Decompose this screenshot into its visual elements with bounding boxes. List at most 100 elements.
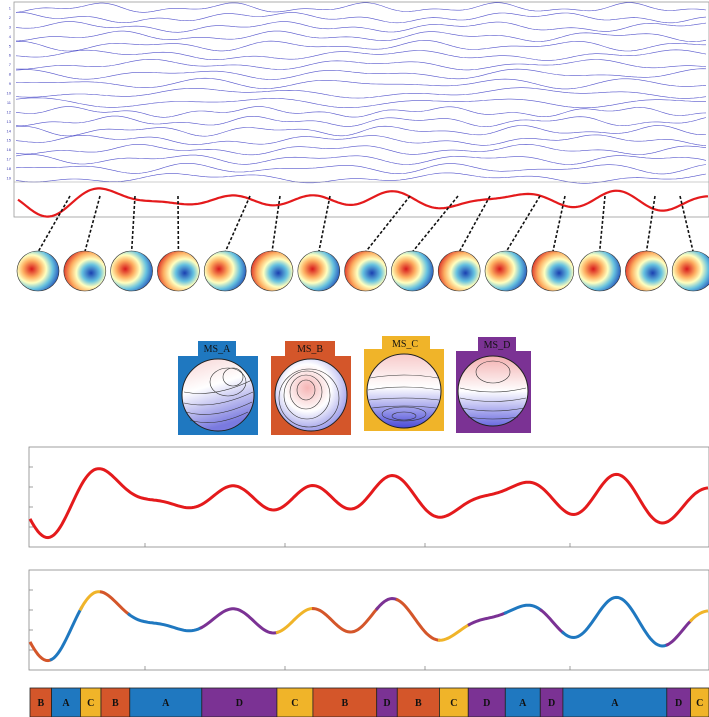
peak-connector	[271, 195, 281, 253]
template-ms-b-map	[274, 358, 348, 432]
topomap	[110, 250, 153, 292]
sequence-segment-label: D	[383, 698, 390, 709]
template-ms-a-label: MS_A	[204, 344, 231, 355]
sequence-segment: D	[539, 687, 564, 717]
eeg-channel-label: 18	[7, 166, 12, 171]
topomap-head	[16, 250, 60, 292]
sequence-segment: C	[276, 687, 314, 717]
eeg-channel-trace	[15, 11, 707, 24]
topomap-head	[110, 250, 153, 292]
eeg-channel-trace	[15, 2, 707, 13]
eeg-channel-label: 8	[9, 72, 12, 77]
topomap-head	[63, 250, 107, 292]
eeg-channel-trace	[15, 68, 707, 80]
eeg-channel-label: 16	[7, 147, 12, 152]
topomap-head	[203, 250, 247, 292]
topomap-head	[531, 250, 575, 292]
segment-line	[539, 608, 565, 635]
eeg-channel-label: 3	[9, 24, 12, 29]
template-ms-b-label: MS_B	[297, 344, 323, 355]
eeg-channel-label: 9	[9, 81, 12, 86]
topomap	[437, 250, 481, 292]
gfp-small-trace	[17, 187, 709, 218]
eeg-channel-label: 15	[7, 138, 12, 143]
sequence-segment: D	[666, 687, 691, 717]
peak-connector	[505, 195, 541, 253]
peak-connector	[130, 195, 136, 253]
segmented-panel-ticks	[29, 589, 571, 670]
topomap	[578, 250, 621, 292]
eeg-channel-label: 14	[7, 128, 12, 133]
topomap-head	[578, 250, 621, 292]
topomap	[16, 250, 60, 292]
gfp-small-line	[17, 187, 709, 218]
peak-connector	[411, 195, 459, 253]
sequence-segment: B	[29, 687, 53, 717]
eeg-channel-label: 1	[9, 6, 12, 11]
eeg-channel-label: 10	[7, 91, 12, 96]
segmented-gfp-panel	[28, 569, 709, 671]
eeg-channel-trace	[15, 143, 707, 156]
sequence-segment-block	[51, 687, 81, 717]
sequence-segment-block	[100, 687, 131, 717]
sequence-segment-label: B	[37, 698, 44, 709]
peak-connector	[458, 195, 491, 253]
sequence-segment-label: A	[519, 698, 527, 709]
eeg-channel-label: 19	[7, 176, 12, 181]
sequence-segment: D	[467, 687, 506, 717]
template-ms-c-label: MS_C	[392, 339, 418, 350]
topomap-head	[437, 250, 481, 292]
topomap-head	[484, 250, 528, 292]
template-ms-d-tab	[478, 337, 516, 352]
template-ms-b-tab	[285, 341, 335, 356]
sequence-segment: C	[80, 687, 102, 717]
segment-line	[688, 609, 709, 623]
sequence-segment: D	[376, 687, 398, 717]
segment-line	[311, 606, 380, 634]
sequence-segment: B	[100, 687, 131, 717]
sequence-segment: C	[690, 687, 709, 717]
sequence-segment-block	[276, 687, 314, 717]
topomap-head	[250, 250, 294, 292]
eeg-channel-label: 5	[9, 43, 12, 48]
sequence-segment-label: B	[112, 698, 119, 709]
template-ms-c-tab	[382, 336, 430, 351]
eeg-channel-trace	[15, 21, 707, 33]
eeg-channel-trace	[15, 163, 707, 175]
topomap	[157, 250, 200, 292]
peak-connector	[598, 195, 606, 253]
template-ms-c: MS_C	[364, 336, 444, 431]
peak-connector	[645, 195, 656, 253]
topomap-head	[391, 250, 434, 292]
segment-line	[437, 622, 471, 642]
eeg-channel-trace	[15, 59, 707, 71]
segment-line	[28, 641, 53, 663]
segment-line	[199, 607, 279, 635]
template-ms-b: MS_B	[271, 341, 351, 435]
peak-connector	[364, 195, 411, 253]
segment-line	[78, 590, 103, 612]
topomap-head	[671, 250, 709, 292]
segment-line	[561, 595, 669, 648]
gfp-big-trace	[28, 467, 709, 540]
template-ms-d-map	[457, 355, 529, 427]
eeg-channel-label: 13	[7, 119, 12, 124]
segment-line	[395, 597, 441, 642]
eeg-channel-label: 2	[9, 15, 12, 20]
eeg-channel-label: 17	[7, 157, 12, 162]
eeg-channel-trace	[15, 40, 706, 52]
sequence-segment-label: D	[548, 698, 555, 709]
sequence-segment: A	[504, 687, 541, 717]
topomap	[250, 250, 294, 292]
eeg-channel-trace	[15, 77, 707, 90]
template-ms-d: MS_D	[456, 337, 531, 433]
topomap	[484, 250, 528, 292]
segment-line	[503, 603, 543, 615]
sequence-segment-label: C	[450, 698, 457, 709]
sequence-segment: C	[439, 687, 469, 717]
sequence-segment-label: D	[483, 698, 490, 709]
eeg-channel-trace	[15, 87, 707, 99]
